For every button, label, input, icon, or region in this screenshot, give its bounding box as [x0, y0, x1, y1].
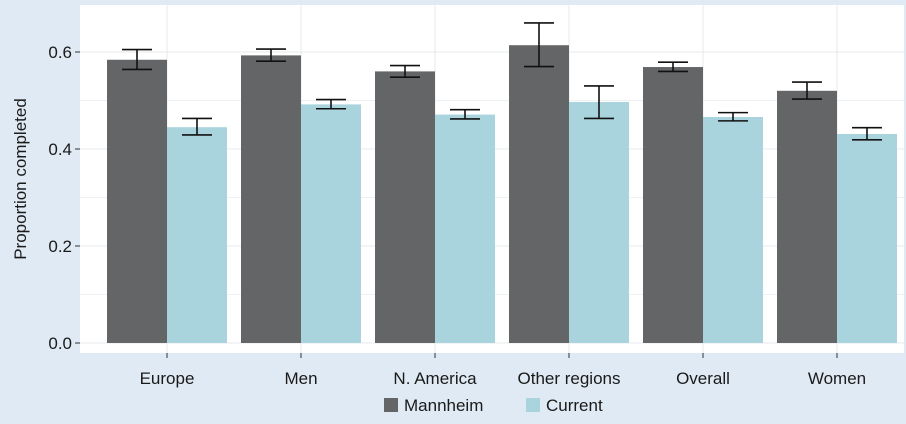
bar-current-n-america	[435, 114, 495, 343]
error-bar	[316, 98, 346, 110]
error-bar	[524, 22, 554, 68]
error-bar	[390, 64, 420, 79]
x-tick-label: Women	[808, 369, 866, 388]
x-tick-label: Other regions	[518, 369, 621, 388]
x-tick-label: Men	[284, 369, 317, 388]
x-tick-label: N. America	[393, 369, 477, 388]
bars	[107, 45, 897, 344]
x-axis-ticks: Europe Men N. America Other regions Overall W…	[140, 353, 866, 388]
error-bar	[256, 48, 286, 63]
y-tick-label: 0.4	[48, 140, 72, 159]
error-bars	[122, 22, 882, 141]
bar-current-europe	[167, 127, 227, 343]
legend-swatch-mannheim	[384, 398, 398, 412]
y-tick-label: 0.6	[48, 43, 72, 62]
bar-mannheim-women	[777, 90, 837, 343]
legend-swatch-current	[526, 398, 540, 412]
y-tick-label: 0.0	[48, 334, 72, 353]
legend: Mannheim Current	[384, 396, 603, 415]
bar-current-other-regions	[569, 101, 629, 343]
y-axis-title: Proportion completed	[11, 98, 30, 260]
y-tick-label: 0.2	[48, 237, 72, 256]
bar-mannheim-europe	[107, 59, 167, 343]
error-bar	[584, 85, 614, 120]
error-bar	[450, 108, 480, 120]
legend-label-current: Current	[546, 396, 603, 415]
bar-mannheim-men	[241, 55, 301, 344]
bar-current-overall	[703, 116, 763, 344]
error-bar	[792, 81, 822, 100]
x-tick-label: Overall	[676, 369, 730, 388]
error-bar	[182, 117, 212, 136]
error-bar	[122, 48, 152, 71]
bar-current-women	[837, 133, 897, 343]
error-bar	[658, 61, 688, 73]
bar-mannheim-other-regions	[509, 45, 569, 344]
x-tick-label: Europe	[140, 369, 195, 388]
legend-label-mannheim: Mannheim	[404, 396, 483, 415]
error-bar	[718, 111, 748, 122]
bar-mannheim-n-america	[375, 71, 435, 344]
error-bar	[852, 126, 882, 141]
bar-current-men	[301, 104, 361, 343]
y-axis-ticks: 0.0 0.2 0.4 0.6	[48, 43, 80, 353]
bar-mannheim-overall	[643, 67, 703, 343]
